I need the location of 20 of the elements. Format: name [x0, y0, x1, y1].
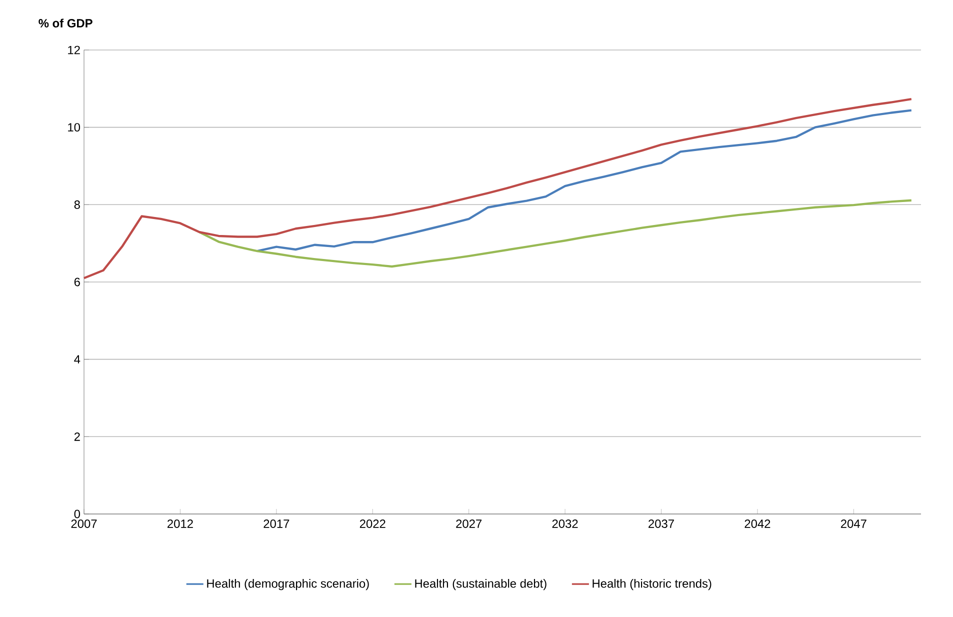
legend-label: Health (historic trends) [592, 578, 712, 590]
y-tick-label: 10 [68, 123, 80, 132]
y-axis-title: % of GDP [38, 18, 92, 28]
y-tick-label: 12 [68, 46, 80, 54]
legend-label: Health (sustainable debt) [415, 578, 546, 590]
x-tick-label: 2042 [744, 520, 770, 528]
legend-label: Health (demographic scenario) [207, 578, 369, 590]
x-tick-label: 2047 [840, 520, 866, 528]
x-tick-label: 2007 [71, 520, 97, 528]
x-tick-label: 2032 [552, 520, 578, 528]
y-tick-label: 6 [74, 278, 80, 286]
x-tick-label: 2012 [168, 520, 193, 528]
x-tick-label: 2027 [456, 520, 482, 528]
x-tick-label: 2017 [264, 520, 290, 528]
y-tick-label: 2 [74, 432, 80, 441]
y-tick-label: 4 [74, 355, 80, 364]
x-tick-label: 2022 [360, 520, 386, 528]
x-tick-label: 2037 [648, 520, 674, 528]
y-tick-label: 8 [74, 200, 80, 209]
y-tick-label: 0 [74, 510, 80, 518]
